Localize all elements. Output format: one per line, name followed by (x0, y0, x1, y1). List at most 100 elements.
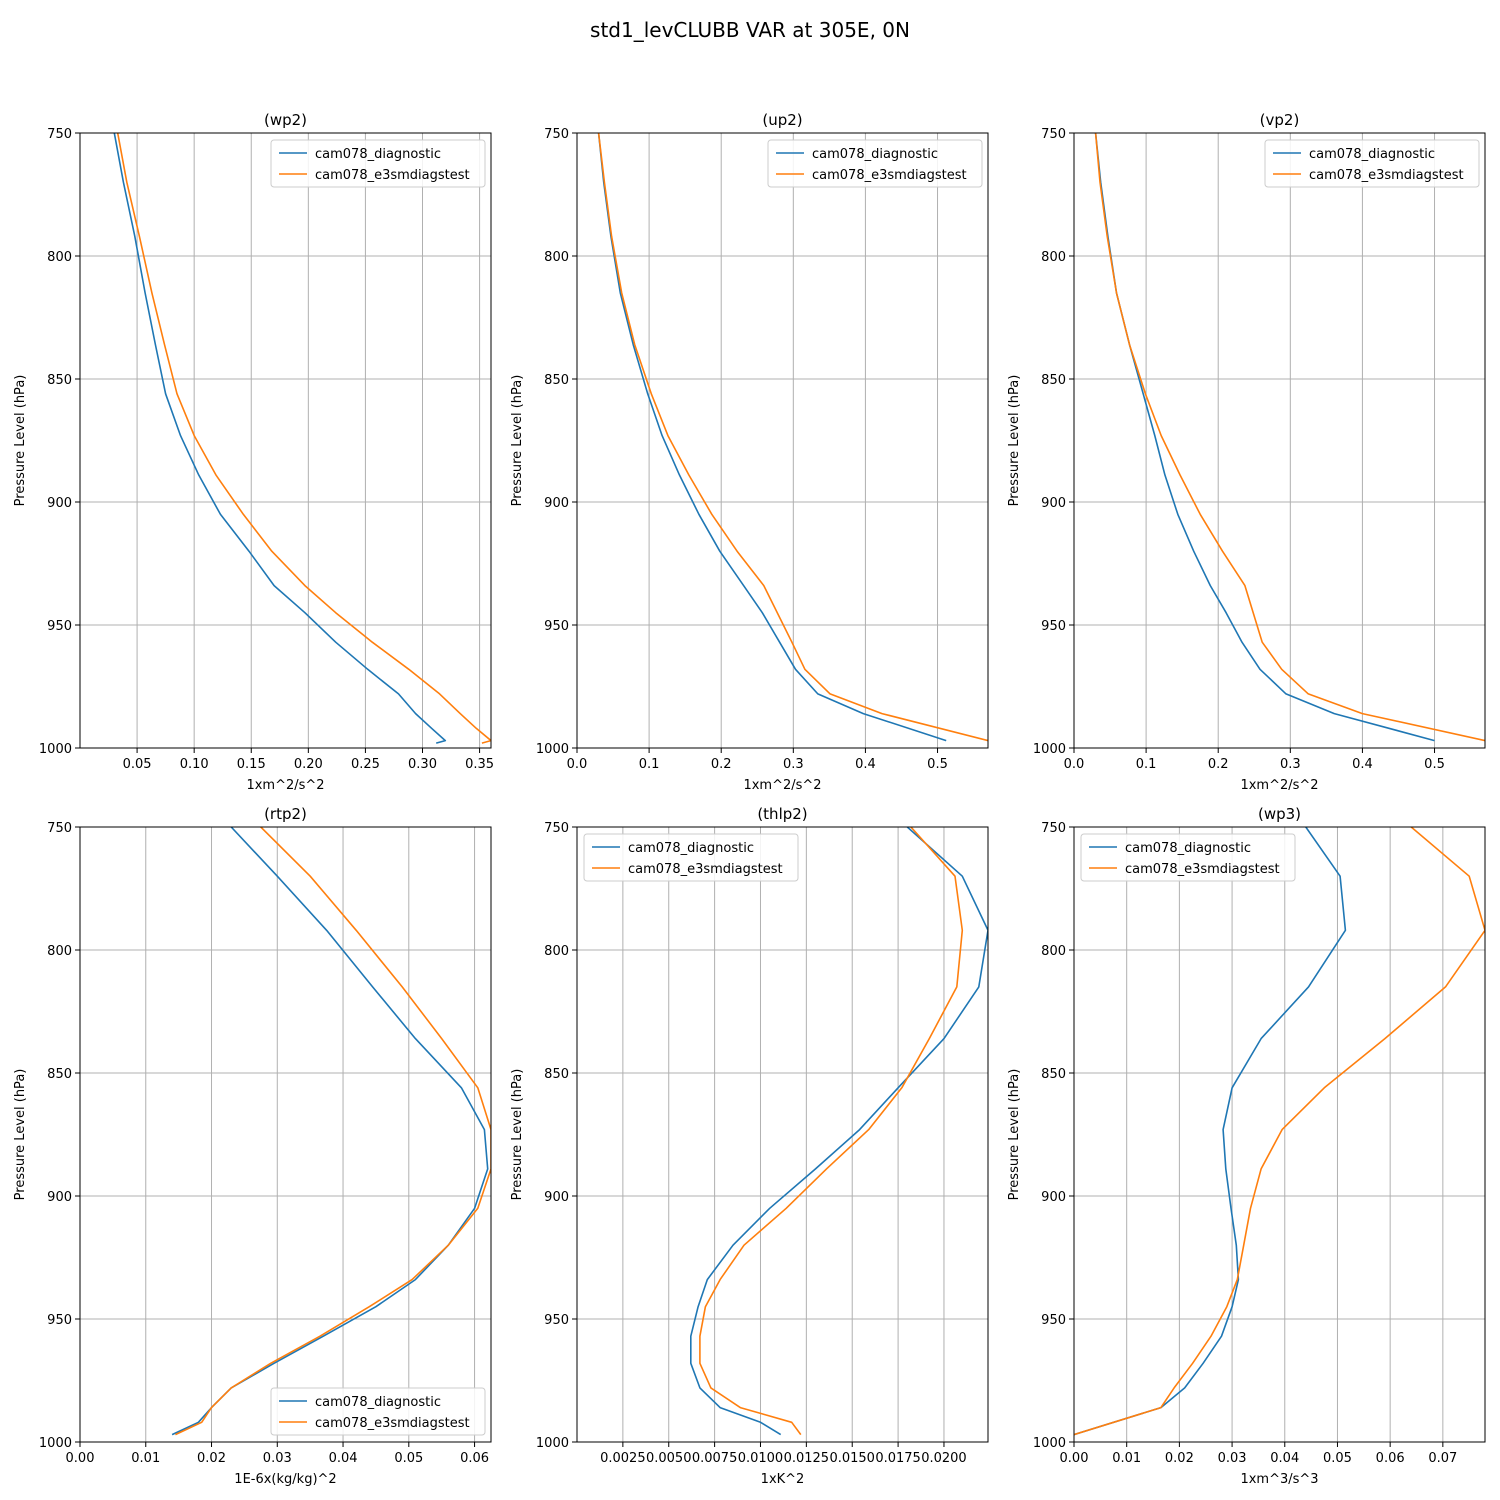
y-axis-label: Pressure Level (hPa) (13, 375, 28, 507)
x-axis-label: 1xm^2/s^2 (743, 778, 821, 793)
legend-label-1: cam078_diagnostic (812, 147, 938, 162)
y-tick-label: 900 (1041, 1190, 1066, 1205)
x-tick-label: 0.00 (1060, 1451, 1089, 1466)
x-axis-label: 1xm^3/s^3 (1240, 1472, 1318, 1487)
series-line-1 (1074, 827, 1347, 1436)
chart-panel-3: 0.0 0.1 0.2 0.3 0.4 0.5 750 800 850 900 950 1000 (vp… (1007, 111, 1486, 793)
x-tick-label: 0.2 (1208, 757, 1229, 772)
y-axis-label: Pressure Level (hPa) (1007, 1069, 1022, 1201)
legend-box (767, 139, 983, 188)
y-tick-label: 800 (1041, 250, 1066, 265)
axes-frame (79, 826, 492, 1443)
y-tick-label: 900 (47, 1190, 72, 1205)
series-line-2 (597, 133, 988, 742)
legend: cam078_diagnostic cam078_e3smdiagstest (583, 833, 799, 882)
y-tick-label: 900 (1041, 496, 1066, 511)
y-tick-label: 950 (1041, 619, 1066, 634)
x-tick-label: 0.03 (1218, 1451, 1247, 1466)
chart-title: (rtp2) (264, 805, 307, 823)
y-tick-label: 1000 (536, 742, 569, 757)
series-lines (1074, 827, 1485, 1436)
x-axis-label: 1xm^2/s^2 (246, 778, 324, 793)
series-line-2 (1094, 133, 1485, 742)
y-tick-label: 900 (47, 496, 72, 511)
x-tick-label: 0.03 (263, 1451, 292, 1466)
y-tick-label: 800 (544, 250, 569, 265)
legend-label-2: cam078_e3smdiagstest (628, 862, 783, 877)
x-tick-label: 0.2 (711, 757, 732, 772)
y-axis-label: Pressure Level (hPa) (510, 1069, 525, 1201)
series-line-2 (1074, 827, 1485, 1436)
series-line-1 (113, 133, 447, 744)
y-tick-label: 850 (1041, 373, 1066, 388)
legend: cam078_diagnostic cam078_e3smdiagstest (1080, 833, 1296, 882)
x-tick-label: 0.25 (351, 757, 380, 772)
x-axis-label: 1E-6x(kg/kg)^2 (234, 1472, 336, 1487)
x-tick-label: 0.05 (394, 1451, 423, 1466)
legend-label-1: cam078_diagnostic (315, 1395, 441, 1410)
legend-label-2: cam078_e3smdiagstest (315, 168, 470, 183)
series-line-1 (597, 133, 947, 742)
x-tick-label: 0.04 (1270, 1451, 1299, 1466)
chart-title: (thlp2) (757, 805, 807, 823)
y-tick-label: 950 (544, 619, 569, 634)
y-axis-label: Pressure Level (hPa) (13, 1069, 28, 1201)
x-tick-label: 0.00 (66, 1451, 95, 1466)
y-tick-label: 850 (1041, 1067, 1066, 1082)
legend: cam078_diagnostic cam078_e3smdiagstest (767, 139, 983, 188)
x-tick-label: 0.07 (1428, 1451, 1457, 1466)
x-tick-label: 0.0175 (875, 1451, 921, 1466)
x-tick-label: 0.5 (927, 757, 948, 772)
x-tick-label: 0.0200 (921, 1451, 967, 1466)
y-tick-label: 750 (1041, 821, 1066, 836)
chart-panel-6: 0.00 0.01 0.02 0.03 0.04 0.05 0.06 0.07 750 800 85… (1007, 805, 1486, 1487)
legend-label-1: cam078_diagnostic (1309, 147, 1435, 162)
x-tick-label: 0.10 (180, 757, 209, 772)
y-tick-label: 1000 (536, 1436, 569, 1451)
y-tick-label: 950 (47, 619, 72, 634)
axes-frame (79, 132, 492, 749)
x-tick-label: 0.0 (567, 757, 588, 772)
series-lines (597, 133, 988, 742)
y-tick-label: 750 (47, 821, 72, 836)
legend: cam078_diagnostic cam078_e3smdiagstest (1264, 139, 1480, 188)
x-axis-label: 1xK^2 (761, 1472, 805, 1487)
series-line-2 (116, 133, 491, 744)
y-tick-label: 950 (47, 1313, 72, 1328)
legend-box (1264, 139, 1480, 188)
legend: cam078_diagnostic cam078_e3smdiagstest (270, 1387, 486, 1436)
x-tick-label: 0.02 (197, 1451, 226, 1466)
x-tick-label: 0.35 (465, 757, 494, 772)
chart-panel-4: 0.00 0.01 0.02 0.03 0.04 0.05 0.06 750 800 850 900… (13, 805, 492, 1487)
x-tick-label: 0.20 (294, 757, 323, 772)
y-tick-label: 850 (47, 1067, 72, 1082)
x-tick-label: 0.05 (123, 757, 152, 772)
legend-box (270, 1387, 486, 1436)
series-lines (1094, 133, 1485, 742)
legend: cam078_diagnostic cam078_e3smdiagstest (270, 139, 486, 188)
legend-box (583, 833, 799, 882)
x-tick-label: 0.02 (1165, 1451, 1194, 1466)
series-line-2 (175, 827, 491, 1436)
y-tick-label: 750 (544, 127, 569, 142)
y-axis-label: Pressure Level (hPa) (510, 375, 525, 507)
legend-box (270, 139, 486, 188)
y-tick-label: 950 (544, 1313, 569, 1328)
chart-panel-2: 0.0 0.1 0.2 0.3 0.4 0.5 750 800 850 900 950 1000 (up… (510, 111, 989, 793)
x-tick-label: 0.5 (1424, 757, 1445, 772)
legend-label-2: cam078_e3smdiagstest (315, 1416, 470, 1431)
y-tick-label: 900 (544, 496, 569, 511)
legend-label-2: cam078_e3smdiagstest (1125, 862, 1280, 877)
y-tick-label: 800 (47, 944, 72, 959)
x-tick-label: 0.15 (237, 757, 266, 772)
y-tick-label: 800 (47, 250, 72, 265)
y-tick-label: 1000 (1033, 742, 1066, 757)
chart-title: (vp2) (1260, 111, 1300, 129)
y-tick-label: 1000 (1033, 1436, 1066, 1451)
chart-title: (wp3) (1258, 805, 1301, 823)
figure-title: std1_levCLUBB VAR at 305E, 0N (590, 18, 910, 42)
x-tick-label: 0.0125 (784, 1451, 830, 1466)
legend-label-1: cam078_diagnostic (1125, 841, 1251, 856)
